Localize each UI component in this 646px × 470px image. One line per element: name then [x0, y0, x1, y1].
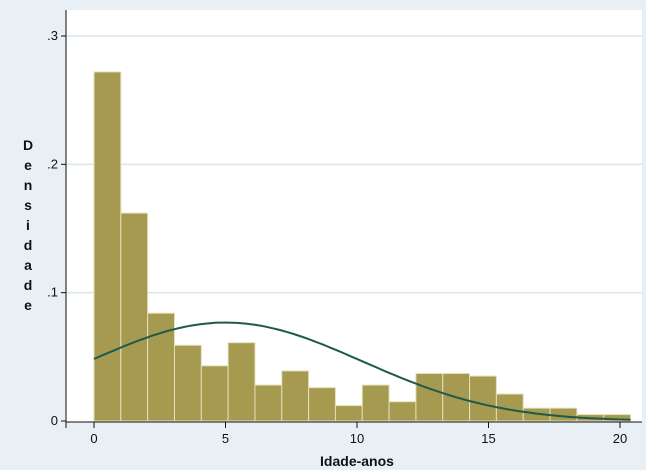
x-tick-label-3: 15: [481, 431, 495, 446]
y-axis-title-letter-6: a: [24, 257, 32, 273]
y-axis-title-letter-4: i: [26, 217, 30, 233]
y-axis-title-letter-8: e: [24, 297, 32, 313]
histogram-bar-12: [415, 373, 444, 422]
histogram-bar-4: [200, 365, 229, 422]
histogram-bar-9: [334, 405, 363, 422]
x-tick-label-0: 0: [90, 431, 97, 446]
x-tick-label-2: 10: [350, 431, 364, 446]
y-tick-label-3: .3: [47, 28, 58, 43]
density-curve-layer: [93, 321, 631, 421]
y-axis-title-letter-3: s: [24, 197, 32, 213]
histogram-bar-8: [308, 387, 336, 422]
histogram-bar-0: [93, 71, 122, 422]
histogram-bar-14: [469, 375, 497, 422]
histogram-bar-5: [227, 342, 256, 422]
x-tick-label-1: 5: [222, 431, 229, 446]
x-axis-title: Idade-anos: [320, 453, 394, 469]
gridlines: [66, 35, 642, 294]
y-axis-title-letter-2: n: [24, 177, 33, 193]
histogram-bar-11: [388, 401, 417, 422]
y-axis-title-letter-5: d: [24, 237, 33, 253]
axes: 0 5 10 15 20 0 .1 .2 .3: [47, 10, 642, 446]
histogram-bar-1: [120, 212, 149, 422]
histogram-bar-6: [254, 384, 283, 422]
histogram-bar-10: [361, 384, 390, 422]
bars: [93, 71, 632, 422]
density-curve: [93, 321, 631, 421]
y-tick-label-1: .1: [47, 285, 58, 300]
y-tick-label-0: 0: [51, 413, 58, 428]
histogram-bar-7: [281, 370, 310, 422]
y-axis-title-letter-7: d: [24, 277, 33, 293]
histogram-bar-3: [173, 344, 202, 422]
y-axis-title-letter-1: e: [24, 157, 32, 173]
y-tick-label-2: .2: [47, 156, 58, 171]
histogram-bar-19: [603, 414, 632, 422]
y-axis-title-letter-0: D: [23, 137, 33, 153]
x-tick-label-4: 20: [613, 431, 627, 446]
